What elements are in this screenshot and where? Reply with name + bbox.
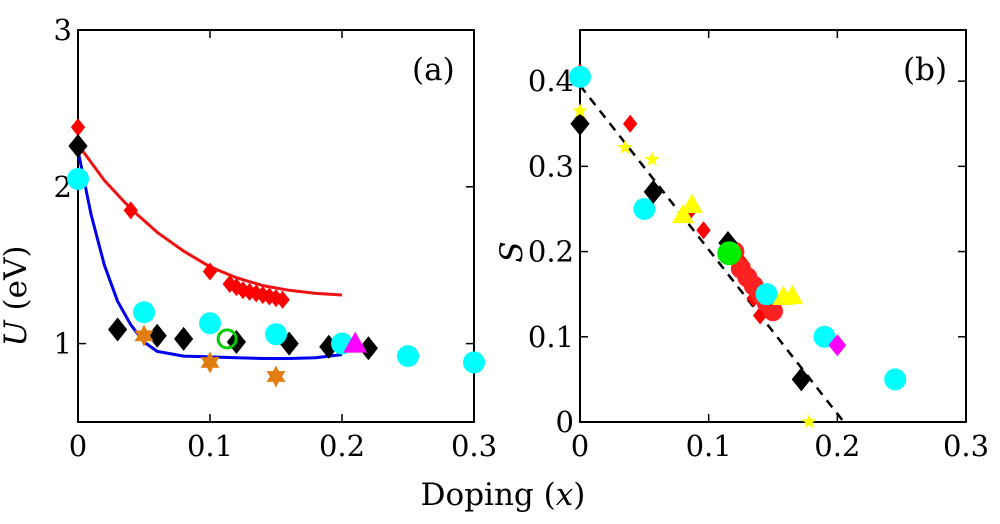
red-diamond-point	[123, 201, 138, 220]
red-diamond-point	[622, 114, 638, 133]
series-magenta-diamond	[828, 334, 847, 357]
red-diamond-point	[275, 290, 290, 309]
cyan-circle-point	[755, 283, 778, 306]
panel-b: 0 0.1 0.2 0.3 0 0.1 0.2 0.3 0.4 (b) S	[494, 29, 989, 463]
x-tick-label: 0.3	[943, 429, 989, 463]
orange-star-point	[200, 351, 220, 374]
red-diamond-point	[202, 262, 218, 281]
red-diamond-point	[235, 281, 251, 300]
y-axis-label: U (eV)	[0, 246, 34, 347]
orange-star-point	[266, 365, 286, 388]
cyan-circle-point	[67, 167, 89, 190]
black-diamond-point	[358, 336, 378, 361]
series-red-diamond	[70, 118, 290, 309]
plot-frame	[77, 29, 475, 423]
y-tick-label: 3	[54, 13, 72, 47]
y-axis-label-unit: (eV)	[0, 246, 34, 321]
black-diamond-point	[319, 334, 339, 359]
x-axis-label-text: Doping (	[421, 477, 556, 513]
x-tick-label: 0.1	[187, 429, 233, 463]
series-green-circle	[717, 241, 742, 266]
yellow-star-point	[617, 139, 633, 155]
y-tick-label: 1	[54, 327, 72, 361]
black-diamond-point	[68, 134, 88, 159]
cyan-circle-point	[397, 345, 419, 368]
series-yellow-star	[572, 103, 817, 429]
cyan-circle-point	[463, 351, 485, 374]
panel-label: (a)	[412, 52, 455, 88]
series-black-diamond	[68, 134, 378, 361]
series-red-diamond	[572, 63, 768, 325]
black-diamond-point	[108, 317, 128, 342]
orange-star-point	[134, 324, 154, 347]
x-tick-label: 0.1	[686, 429, 732, 463]
magenta-diamond-point	[828, 334, 847, 357]
blue-fit-line	[76, 150, 343, 360]
cyan-circle-point	[633, 197, 656, 220]
series-cyan-circle	[569, 65, 907, 391]
y-tick-label: 0.2	[528, 235, 574, 269]
dashed-fit-line	[579, 84, 845, 423]
black-diamond-point	[279, 331, 299, 356]
series-cyan-circle	[67, 167, 485, 374]
black-diamond-point	[147, 323, 167, 348]
panel-label: (b)	[903, 52, 947, 88]
series-green-open-circle	[216, 328, 238, 350]
x-axis-label-close: )	[573, 477, 585, 513]
plot-frame	[579, 29, 967, 423]
y-tick-label: 0	[556, 405, 574, 439]
cyan-circle-point	[265, 323, 287, 346]
yellow-triangle-point	[680, 193, 703, 213]
yellow-triangle-point	[671, 203, 694, 224]
x-tick-label: 0	[571, 429, 589, 463]
y-axis-label-variable: S	[494, 241, 530, 262]
cyan-circle-point	[884, 368, 907, 391]
series-orange-star	[134, 324, 286, 388]
yellow-star-point	[801, 414, 817, 429]
x-tick-label: 0.2	[814, 429, 860, 463]
black-diamond-point	[643, 179, 663, 204]
red-circle-point	[763, 301, 783, 322]
yellow-star-point	[644, 151, 660, 166]
x-axis-label-variable: x	[556, 477, 574, 513]
yellow-triangle-point	[781, 284, 804, 305]
green-open-circle-point	[216, 328, 238, 350]
cyan-circle-point	[133, 301, 155, 324]
black-diamond-point	[570, 111, 590, 136]
yellow-star-point	[572, 103, 588, 118]
series-yellow-triangle	[671, 193, 804, 305]
green-circle-point	[717, 241, 742, 266]
x-tick-label: 0	[69, 429, 87, 463]
series-magenta-triangle	[343, 331, 368, 353]
cyan-circle-point	[199, 312, 221, 335]
magenta-triangle-point	[343, 331, 368, 353]
black-diamond-point	[174, 326, 194, 351]
series-black-diamond	[570, 111, 811, 392]
red-diamond-point	[70, 118, 86, 137]
y-tick-label: 0.3	[528, 149, 574, 183]
y-axis-label-variable: U	[0, 319, 34, 346]
y-tick-label: 0.4	[528, 64, 574, 98]
x-axis-label: Doping (x)	[421, 477, 586, 513]
cyan-circle-point	[813, 325, 836, 348]
red-diamond-point	[696, 221, 711, 240]
cyan-circle-point	[569, 65, 591, 88]
y-axis-label: S	[494, 241, 530, 262]
black-diamond-point	[791, 367, 811, 392]
x-tick-label: 0.3	[451, 429, 497, 463]
y-tick-label: 0.1	[528, 320, 574, 354]
x-tick-label: 0.2	[319, 429, 365, 463]
